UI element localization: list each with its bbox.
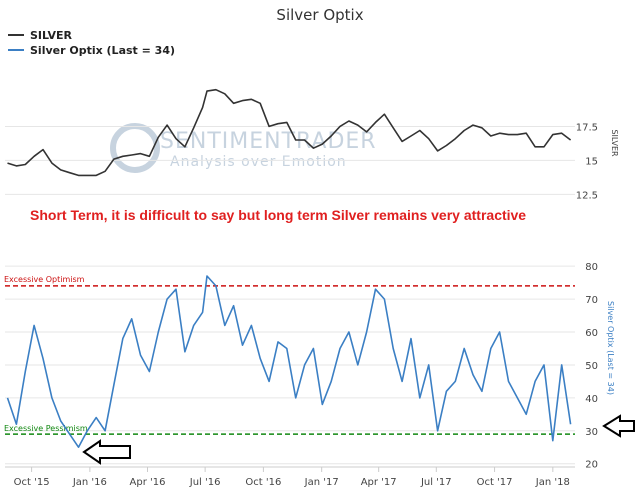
optix-tick-label: 80 bbox=[585, 262, 598, 273]
x-tick-label: Jan '16 bbox=[72, 477, 107, 488]
optix-series-line bbox=[6, 275, 572, 448]
x-tick-label: Apr '16 bbox=[130, 477, 166, 488]
right-arrow-icon bbox=[602, 414, 635, 438]
x-axis: Oct '15 Jan '16 Apr '16 Jul '16 Oct '16 Jan '… bbox=[14, 467, 570, 488]
x-tick-label: Jul '16 bbox=[189, 477, 221, 488]
x-tick-label: Oct '16 bbox=[245, 477, 281, 488]
optix-y-axis: 20 30 40 50 60 70 80 bbox=[585, 262, 598, 471]
legend-label-silver: SILVER bbox=[30, 29, 73, 42]
silver-tick-label: 12.5 bbox=[576, 190, 598, 201]
chart-title: Silver Optix bbox=[276, 6, 363, 24]
left-arrow-icon bbox=[82, 439, 131, 465]
excessive-pessimism-label: Excessive Pessimism bbox=[4, 424, 88, 433]
watermark-subtitle: Analysis over Emotion bbox=[170, 154, 347, 170]
optix-tick-label: 60 bbox=[585, 328, 598, 339]
silver-tick-label: 17.5 bbox=[576, 122, 598, 133]
x-tick-label: Apr '17 bbox=[361, 477, 397, 488]
silver-tick-label: 15 bbox=[585, 156, 598, 167]
legend-label-optix: Silver Optix (Last = 34) bbox=[30, 44, 175, 57]
optix-tick-label: 40 bbox=[585, 394, 598, 405]
optix-tick-label: 30 bbox=[585, 427, 598, 438]
optix-tick-label: 50 bbox=[585, 361, 598, 372]
optix-tick-label: 20 bbox=[585, 460, 598, 471]
silver-y-axis: 12.5 15 17.5 bbox=[576, 122, 598, 201]
x-tick-label: Jan '18 bbox=[535, 477, 570, 488]
watermark: SENTIMENTRADER Analysis over Emotion bbox=[110, 123, 377, 173]
watermark-logo-icon bbox=[110, 123, 160, 173]
x-tick-label: Jan '17 bbox=[304, 477, 339, 488]
legend: SILVER Silver Optix (Last = 34) bbox=[8, 29, 175, 57]
x-tick-label: Jul '17 bbox=[420, 477, 452, 488]
watermark-title: SENTIMENTRADER bbox=[160, 129, 377, 154]
x-tick-label: Oct '15 bbox=[14, 477, 50, 488]
silver-axis-title: SILVER bbox=[610, 129, 619, 157]
optix-axis-title: Silver Optix (Last = 34) bbox=[606, 301, 615, 395]
excessive-optimism-label: Excessive Optimism bbox=[4, 275, 85, 284]
silver-series-line bbox=[7, 88, 572, 177]
optix-tick-label: 70 bbox=[585, 295, 598, 306]
annotation-text: Short Term, it is difficult to say but l… bbox=[30, 207, 526, 223]
optix-gridlines bbox=[5, 265, 575, 465]
x-tick-label: Oct '17 bbox=[477, 477, 513, 488]
